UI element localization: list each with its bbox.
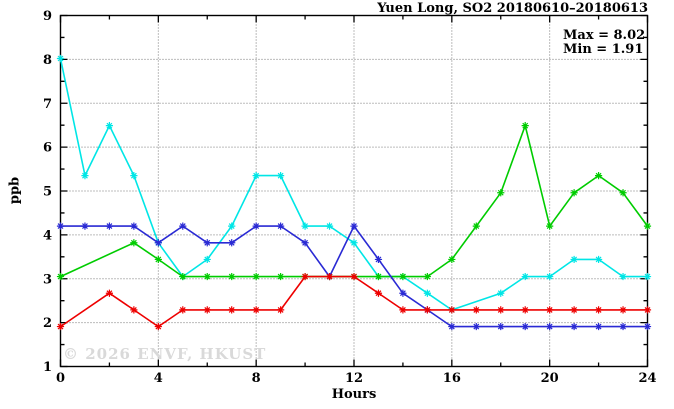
x-axis-label: Hours xyxy=(331,387,377,402)
y-axis-label: ppb xyxy=(7,176,23,205)
y-tick-label: 8 xyxy=(43,53,52,68)
plot-border xyxy=(59,14,649,368)
watermark: © 2026 ENVF, HKUST xyxy=(63,345,267,363)
y-tick-label: 1 xyxy=(43,360,52,375)
y-tick-label: 3 xyxy=(43,272,52,287)
x-tick-label: 4 xyxy=(154,371,163,386)
grid-lines xyxy=(60,15,648,367)
x-tick-label: 16 xyxy=(443,371,461,386)
series-markers-red xyxy=(56,272,652,331)
chart-title: Yuen Long, SO2 20180610–20180613 xyxy=(377,1,648,16)
y-tick-label: 9 xyxy=(43,9,52,24)
y-tick-label: 4 xyxy=(43,228,52,243)
x-tick-label: 20 xyxy=(541,371,559,386)
min-value-label: Min = 1.91 xyxy=(563,42,644,57)
x-tick-label: 0 xyxy=(56,371,65,386)
y-tick-label: 6 xyxy=(43,141,52,156)
x-tick-label: 24 xyxy=(638,371,656,386)
series-line-cyan xyxy=(59,58,648,311)
x-tick-label: 12 xyxy=(345,371,363,386)
y-tick-label: 2 xyxy=(43,316,52,331)
x-tick-label: 8 xyxy=(252,371,261,386)
max-value-label: Max = 8.02 xyxy=(563,28,646,43)
y-tick-label: 7 xyxy=(43,97,52,112)
series-line-red xyxy=(60,275,648,328)
y-tick-label: 5 xyxy=(43,185,52,200)
